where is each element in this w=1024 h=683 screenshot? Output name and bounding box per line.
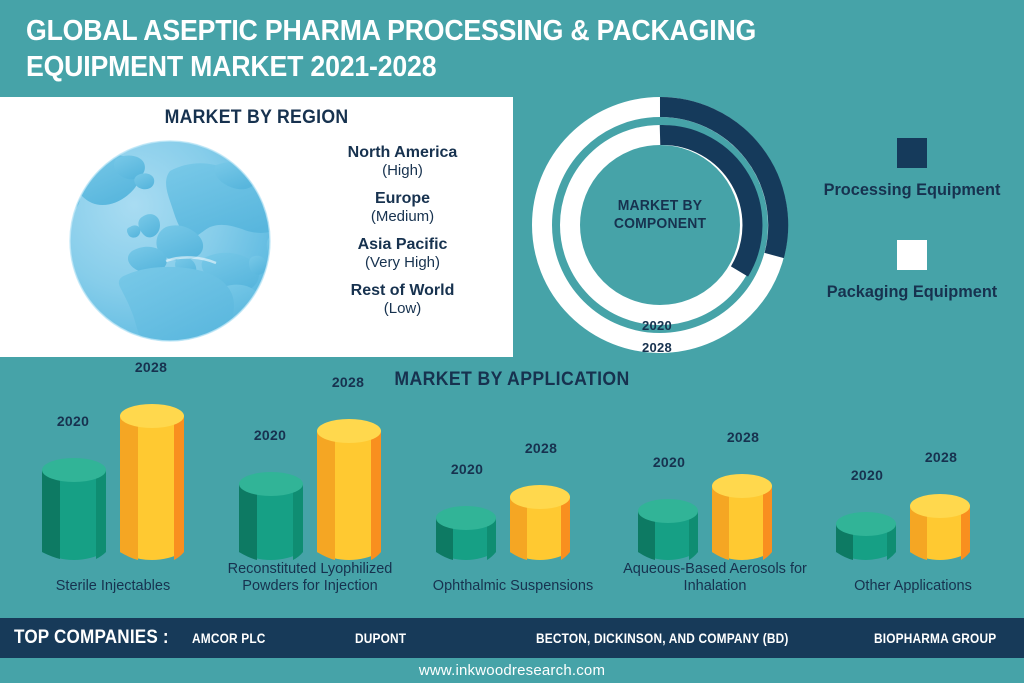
legend-item-packaging[interactable]: Packaging Equipment (812, 240, 1012, 302)
donut-center-line1: MARKET BY (617, 197, 703, 214)
bar-group-other-applications: 2020 2028 Other Applications (818, 380, 1008, 595)
application-chart-heading: MARKET BY APPLICATION (394, 369, 630, 390)
website-band: www.inkwoodresearch.com (0, 658, 1024, 683)
region-name: Europe (374, 190, 431, 207)
legend-swatch-processing-icon (897, 138, 927, 168)
component-legend: Processing Equipment Packaging Equipment (812, 138, 1012, 342)
bar-caption: Ophthalmic Suspensions (432, 578, 594, 594)
bar-2020[interactable] (636, 497, 700, 560)
bar-caption: Aqueous-Based Aerosols for Inhalation (623, 561, 807, 594)
company-becton-dickinson: BECTON, DICKINSON, AND COMPANY (BD) (536, 631, 789, 646)
bar-2020[interactable] (40, 456, 108, 560)
bar-2028[interactable] (710, 472, 774, 560)
top-companies-bar: TOP COMPANIES : AMCOR PLC DUPONT BECTON,… (0, 618, 1024, 658)
bar-year-label-2020: 2020 (56, 413, 90, 429)
market-by-region-panel: MARKET BY REGION (0, 97, 513, 357)
legend-label-processing: Processing Equipment (823, 180, 1001, 199)
bar-2028[interactable] (908, 492, 972, 560)
region-panel-heading: MARKET BY REGION (164, 107, 349, 128)
bar-year-label-2028: 2028 (924, 449, 958, 465)
globe-icon (20, 131, 310, 351)
bar-year-label-2028: 2028 (524, 440, 558, 456)
region-item-asia-pacific: Asia Pacific (Very High) (300, 235, 505, 272)
region-list: North America (High) Europe (Medium) Asi… (300, 143, 505, 327)
page-title: GLOBAL ASEPTIC PHARMA PROCESSING & PACKA… (26, 15, 757, 83)
bar-group-aqueous-based-aerosols: 2020 2028 Aqueous-Based Aerosols for (620, 380, 810, 595)
bar-caption: Other Applications (854, 578, 972, 594)
market-by-component-donut: MARKET BY COMPONENT (520, 85, 800, 365)
region-level: (Medium) (370, 208, 435, 225)
bar-2028[interactable] (508, 483, 572, 560)
donut-ring-label-2020: 2020 (641, 318, 673, 333)
website-url[interactable]: www.inkwoodresearch.com (418, 662, 606, 679)
region-item-north-america: North America (High) (300, 143, 505, 180)
region-item-europe: Europe (Medium) (300, 189, 505, 226)
bar-group-sterile-injectables: 2020 2028 Sterile Injectables (18, 359, 208, 595)
bar-group-ophthalmic-suspensions: 2020 2028 Ophthalmic Suspensions (418, 380, 608, 595)
region-level: (Very High) (364, 254, 441, 271)
bar-2028[interactable] (118, 402, 186, 560)
region-level: (High) (382, 162, 423, 179)
top-companies-label: TOP COMPANIES : (14, 627, 169, 648)
bar-caption: Sterile Injectables (55, 578, 171, 594)
bar-2028[interactable] (315, 417, 383, 560)
bar-year-label-2028: 2028 (331, 374, 365, 390)
legend-label-packaging: Packaging Equipment (826, 282, 998, 301)
bar-year-label-2020: 2020 (253, 427, 287, 443)
bar-group-reconstituted-lyophilized-powders: 2020 2028 Reconstituted Lyophilized (215, 374, 405, 595)
company-biopharma-group: BIOPHARMA GROUP (874, 631, 997, 646)
region-name: Asia Pacific (357, 236, 448, 253)
bar-2020[interactable] (434, 504, 498, 560)
legend-item-processing[interactable]: Processing Equipment (812, 138, 1012, 200)
donut-center-line2: COMPONENT (613, 215, 707, 232)
bar-year-label-2020: 2020 (652, 454, 686, 470)
bar-year-label-2020: 2020 (450, 461, 484, 477)
donut-center-label: MARKET BY COMPONENT (530, 197, 790, 233)
company-dupont: DUPONT (355, 631, 407, 646)
legend-swatch-packaging-icon (897, 240, 927, 270)
bar-year-label-2028: 2028 (726, 429, 760, 445)
bar-2020[interactable] (237, 470, 305, 560)
bar-2020[interactable] (834, 510, 898, 560)
region-level: (Low) (383, 300, 422, 317)
bar-year-label-2020: 2020 (850, 467, 884, 483)
bar-year-label-2028: 2028 (134, 359, 168, 375)
region-name: Rest of World (350, 282, 455, 299)
region-item-rest-of-world: Rest of World (Low) (300, 281, 505, 318)
bar-caption: Reconstituted Lyophilized Powders for In… (227, 561, 393, 594)
region-name: North America (347, 144, 458, 161)
application-bar-chart: 2020 2028 Sterile Injectables (0, 359, 1024, 595)
donut-ring-label-2028: 2028 (641, 340, 673, 355)
company-amcor-plc: AMCOR PLC (192, 631, 266, 646)
